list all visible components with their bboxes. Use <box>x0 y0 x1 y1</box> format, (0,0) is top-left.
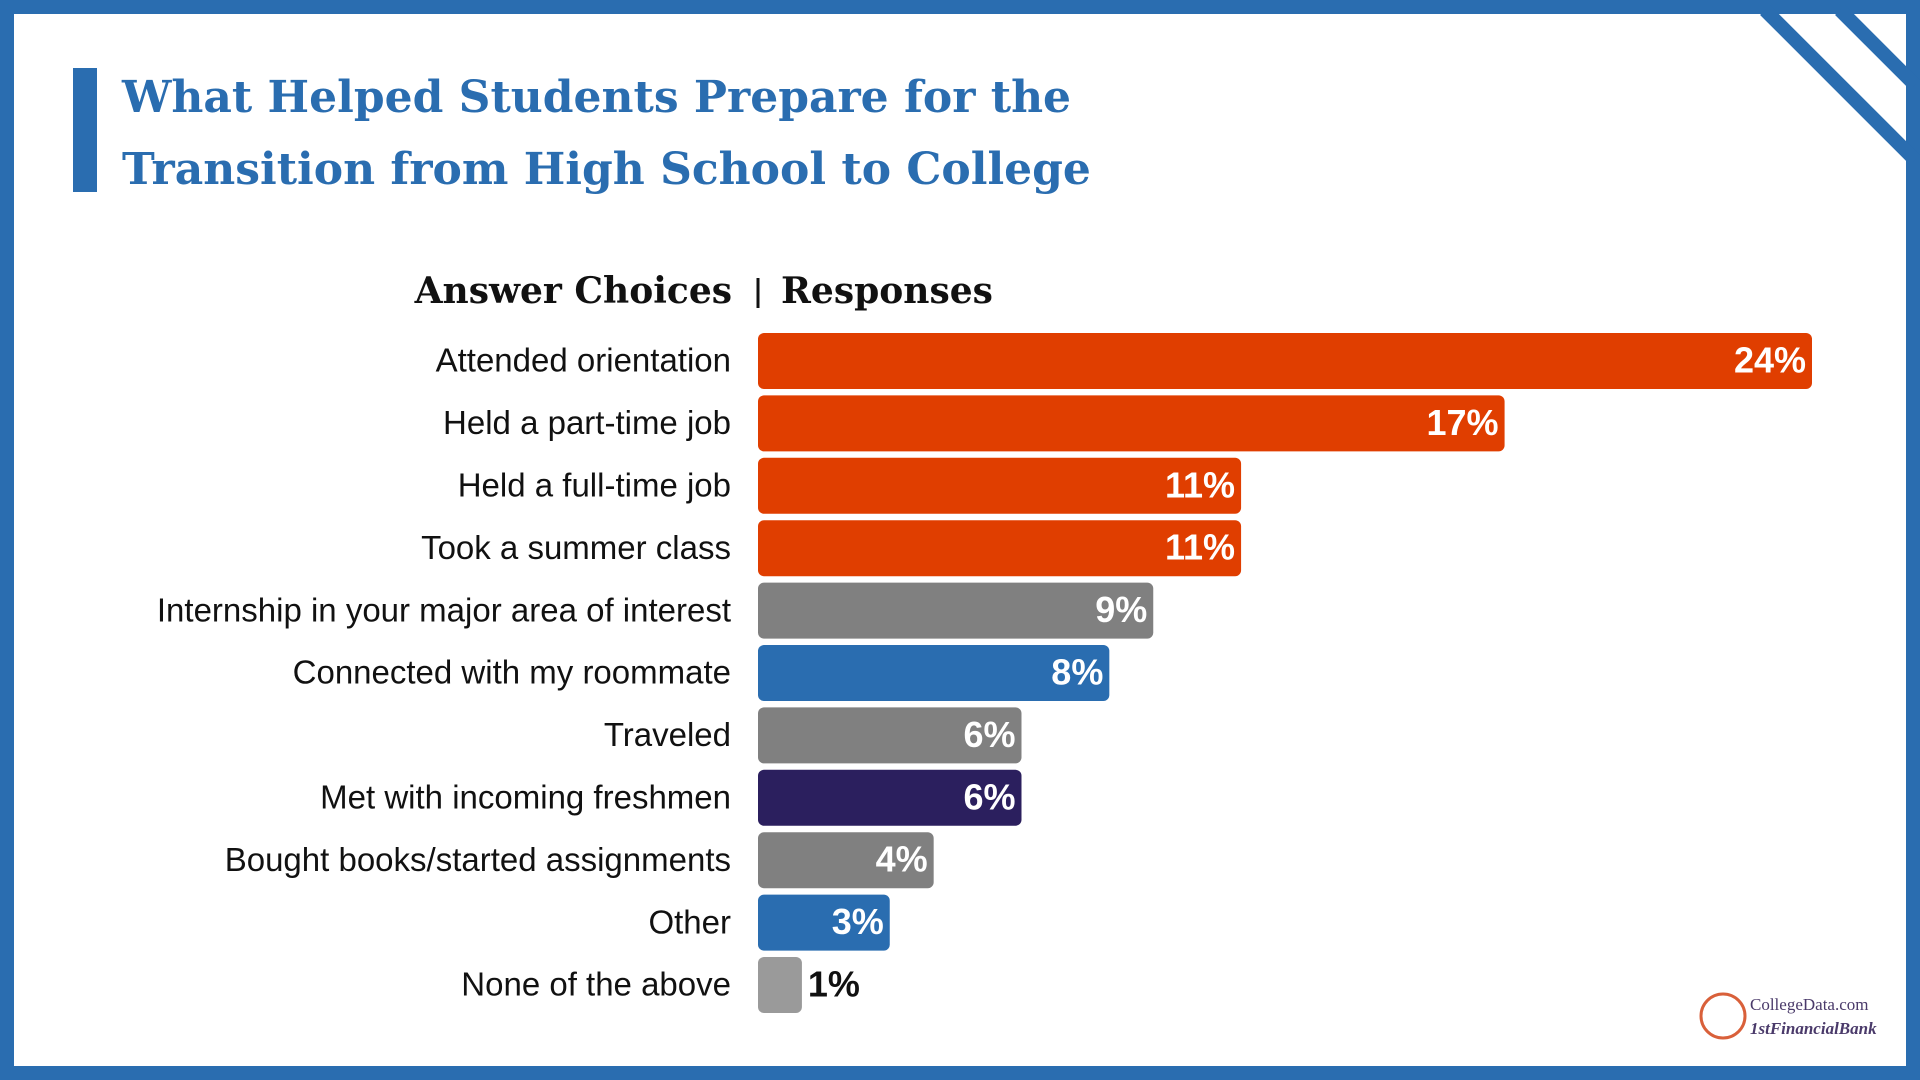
value-label: 6% <box>963 776 1015 817</box>
category-label: None of the above <box>461 966 731 1003</box>
value-label: 3% <box>832 901 884 942</box>
logo: CollegeData.com 1stFinancialBank <box>1699 992 1877 1040</box>
bar <box>758 894 890 951</box>
category-label: Bought books/started assignments <box>225 841 731 878</box>
category-label: Held a full-time job <box>458 467 731 504</box>
value-label: 9% <box>1095 589 1147 630</box>
value-label: 6% <box>963 714 1015 755</box>
logo-name: CollegeData.com <box>1750 995 1869 1014</box>
bar <box>758 520 1242 577</box>
value-header: Responses <box>781 270 993 312</box>
bar <box>758 333 1812 389</box>
corner-stripes <box>1760 5 1920 165</box>
chart-title: What Helped Students Prepare for the Tran… <box>121 72 1091 195</box>
bar <box>758 395 1505 452</box>
category-label: Held a part-time job <box>443 404 731 441</box>
logo-partner: 1stFinancialBank <box>1750 1019 1877 1038</box>
category-header: Answer Choices <box>414 270 732 312</box>
category-label: Internship in your major area of interes… <box>157 591 731 628</box>
value-label: 8% <box>1051 652 1103 693</box>
value-label: 4% <box>876 839 928 880</box>
bar <box>758 707 1022 764</box>
category-label: Attended orientation <box>436 342 731 379</box>
value-label: 17% <box>1427 402 1499 443</box>
title-accent <box>73 68 97 192</box>
value-label: 11% <box>1165 464 1235 505</box>
category-label: Other <box>648 903 731 940</box>
category-label: Took a summer class <box>421 529 731 566</box>
bar <box>758 645 1110 701</box>
bar <box>758 957 802 1013</box>
category-label: Connected with my roommate <box>293 654 731 691</box>
bar <box>758 582 1154 639</box>
value-label: 1% <box>808 964 860 1005</box>
value-label: 11% <box>1165 527 1235 568</box>
bar <box>758 832 934 889</box>
category-label: Met with incoming freshmen <box>320 779 731 816</box>
bar <box>758 457 1242 514</box>
bar <box>758 769 1022 826</box>
value-label: 24% <box>1734 340 1806 381</box>
category-label: Traveled <box>604 716 731 753</box>
